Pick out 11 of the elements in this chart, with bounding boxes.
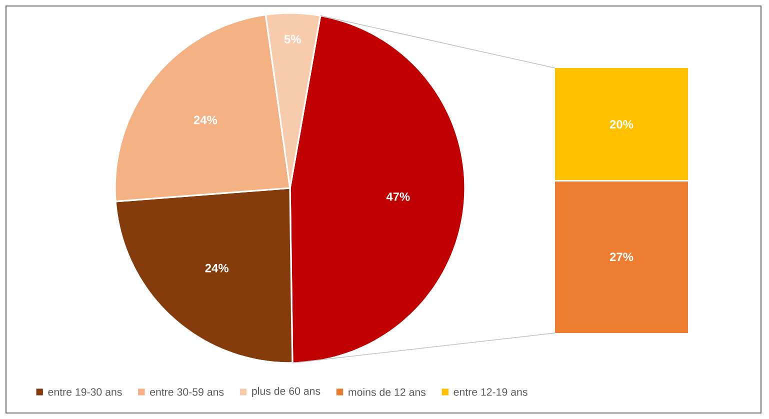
legend-label: plus de 60 ans <box>252 387 320 397</box>
legend-label: moins de 12 ans <box>348 388 426 396</box>
data-label: 24% <box>194 116 218 124</box>
data-label: 27% <box>610 252 634 262</box>
data-label: 5% <box>284 35 301 44</box>
data-label: 24% <box>205 264 228 272</box>
legend-label: entre 12-19 ans <box>454 388 528 396</box>
data-label: 47% <box>386 192 410 201</box>
legend-label: entre 30-59 ans <box>150 388 224 396</box>
legend-label: entre 19-30 ans <box>48 388 122 396</box>
data-label: 20% <box>610 120 634 129</box>
